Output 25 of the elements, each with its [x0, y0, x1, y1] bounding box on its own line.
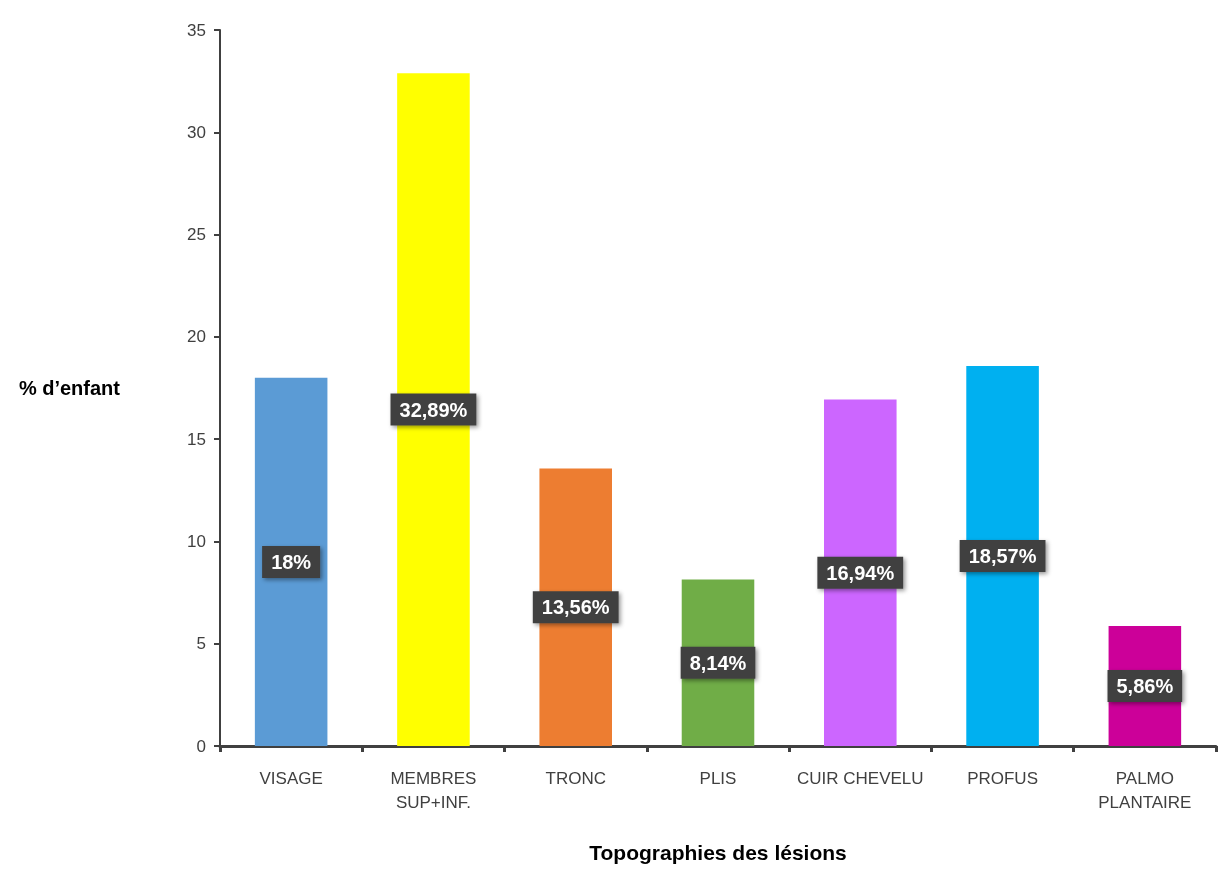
x-tick-label: CUIR CHEVELU	[796, 768, 924, 788]
x-tick-label: VISAGE	[259, 768, 323, 788]
y-axis-title: % d’enfant	[18, 377, 121, 399]
data-label: 8,14%	[689, 651, 747, 674]
bar	[254, 377, 328, 746]
x-axis-title: Topographies des lésions	[589, 841, 847, 864]
y-tick-label: 5	[196, 634, 206, 654]
x-tick-label: PALMO PLANTAIRE	[1098, 768, 1192, 812]
data-label: 16,94%	[826, 561, 895, 584]
data-label: 32,89%	[399, 398, 468, 421]
x-tick-label: PROFUS	[967, 768, 1038, 788]
data-label: 5,86%	[1116, 675, 1174, 698]
data-label: 18%	[271, 550, 312, 573]
data-label: 13,56%	[541, 596, 610, 619]
y-tick-label: 0	[196, 736, 206, 756]
y-tick-label: 30	[187, 122, 206, 142]
y-tick-label: 20	[187, 327, 206, 347]
y-tick-label: 15	[187, 429, 206, 449]
x-tick-label: PLIS	[699, 768, 737, 788]
y-tick-label: 10	[187, 531, 206, 551]
data-label: 18,57%	[968, 545, 1037, 568]
x-tick-label: TRONC	[545, 768, 606, 788]
y-tick-label: 35	[187, 20, 206, 40]
y-tick-label: 25	[187, 225, 206, 245]
x-tick-label: MEMBRES SUP+INF.	[390, 768, 477, 812]
